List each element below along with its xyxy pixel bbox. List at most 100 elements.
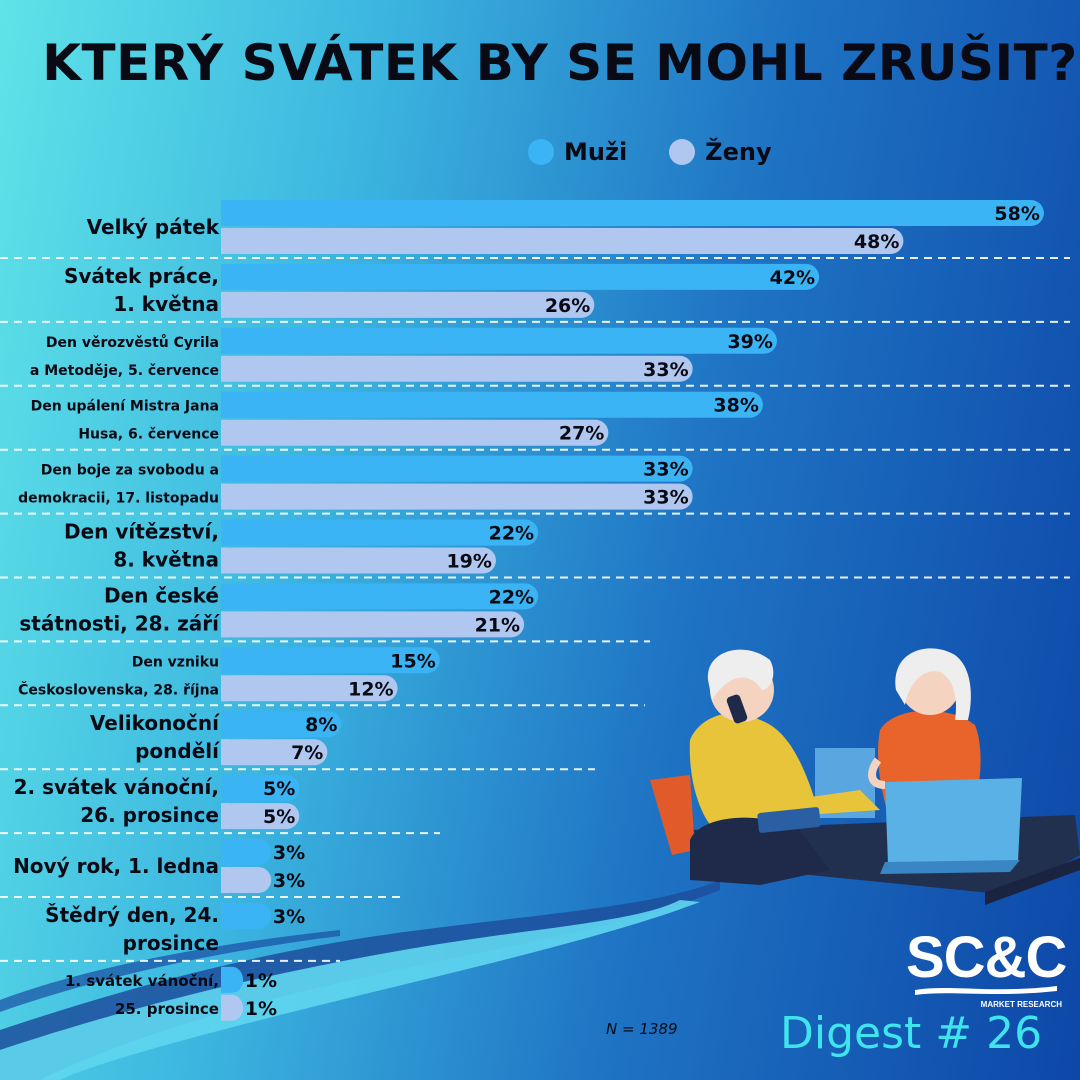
bar-left-edge	[221, 675, 231, 702]
category-label: a Metoděje, 5. července	[30, 363, 219, 379]
value-label: 38%	[713, 395, 758, 417]
bar-women	[221, 419, 609, 446]
value-label: 42%	[770, 267, 815, 289]
bar-left-edge	[221, 839, 231, 865]
bar-left-edge	[221, 739, 231, 766]
bar-left-edge	[221, 200, 231, 226]
brand-logo: SC&C MARKET RESEARCH	[906, 925, 1067, 1010]
bar-left-edge	[221, 263, 231, 290]
brand-logo-text: SC&C	[906, 925, 1067, 990]
category-label: 2. svátek vánoční,	[14, 775, 219, 799]
value-label: 58%	[994, 203, 1039, 225]
category-label: prosince	[123, 931, 219, 955]
bar-left-edge	[221, 455, 231, 482]
category-label: Velikonoční	[90, 711, 220, 735]
bar-left-edge	[221, 483, 231, 510]
category-label: Československa, 28. října	[18, 680, 219, 698]
legend-item-men: Muži	[528, 138, 627, 166]
bar-men	[221, 200, 1044, 226]
bar-men	[221, 583, 539, 610]
value-label: 33%	[643, 359, 688, 381]
bar-left-edge	[221, 547, 231, 574]
bar-men	[221, 839, 272, 865]
value-label: 19%	[446, 551, 491, 573]
bar-men	[221, 327, 777, 354]
bar-women	[221, 739, 328, 766]
bar-left-edge	[221, 803, 231, 830]
logo-swoosh-icon	[915, 986, 1057, 995]
bar-women	[221, 483, 693, 510]
bar-men	[221, 263, 820, 290]
bar-left-edge	[221, 647, 231, 674]
legend-dot-women	[669, 139, 696, 165]
value-label: 1%	[245, 998, 277, 1020]
category-label: Nový rok, 1. ledna	[13, 854, 219, 878]
category-label: demokracii, 17. listopadu	[18, 491, 219, 507]
value-label: 3%	[273, 906, 305, 928]
bar-men	[221, 455, 693, 482]
category-label: 8. května	[113, 548, 219, 572]
category-label: Den boje za svobodu a	[41, 463, 219, 479]
bar-left-edge	[221, 611, 231, 638]
value-label: 22%	[489, 586, 534, 608]
value-label: 21%	[475, 614, 520, 636]
sample-size: N = 1389	[606, 1020, 678, 1038]
value-label: 3%	[273, 870, 305, 892]
category-label: Husa, 6. července	[78, 427, 219, 443]
category-label: Velký pátek	[87, 215, 220, 239]
bar-women	[221, 803, 300, 830]
bar-left-edge	[221, 419, 231, 446]
bar-men	[221, 902, 272, 929]
value-label: 26%	[545, 295, 590, 317]
bar-women	[221, 867, 272, 893]
bar-men	[221, 711, 342, 738]
value-label: 27%	[559, 423, 604, 445]
bar-men	[221, 391, 763, 418]
value-label: 8%	[305, 714, 337, 736]
category-label: pondělí	[135, 739, 220, 763]
bar-women	[221, 675, 398, 702]
legend-label-men: Muži	[564, 138, 628, 166]
category-label: 25. prosince	[115, 1000, 219, 1018]
bar-women	[221, 547, 496, 574]
chart-legend: Muži Ženy	[528, 138, 814, 166]
legend-label-women: Ženy	[705, 138, 772, 166]
legend-dot-men	[528, 139, 554, 165]
bar-men	[221, 519, 539, 546]
bar-left-edge	[221, 391, 231, 418]
value-label: 7%	[291, 742, 323, 764]
category-label: 26. prosince	[80, 803, 219, 827]
category-label: Den vzniku	[132, 654, 219, 670]
category-label: státnosti, 28. září	[19, 611, 220, 635]
bar-left-edge	[221, 711, 231, 738]
bar-left-edge	[221, 327, 231, 354]
bar-women	[221, 611, 525, 638]
bar-left-edge	[221, 902, 231, 929]
value-label: 22%	[489, 523, 534, 545]
category-label: Den české	[104, 583, 219, 607]
bar-left-edge	[221, 966, 231, 993]
value-label: 39%	[727, 331, 772, 353]
value-label: 48%	[854, 231, 899, 253]
value-label: 3%	[273, 842, 305, 864]
bar-left-edge	[221, 519, 231, 546]
brand-logo-subtitle: MARKET RESEARCH	[980, 1000, 1062, 1009]
value-label: 15%	[390, 650, 435, 672]
bar-women	[221, 228, 904, 254]
bar-men	[221, 775, 300, 802]
digest-number: Digest # 26	[780, 1008, 1043, 1059]
bar-left-edge	[221, 583, 231, 610]
value-label: 1%	[245, 970, 277, 992]
legend-item-women: Ženy	[669, 138, 772, 166]
bar-women	[221, 355, 693, 382]
bar-left-edge	[221, 291, 231, 318]
category-label: Štědrý den, 24.	[45, 903, 219, 927]
category-label: Den upálení Mistra Jana	[31, 399, 219, 415]
bar-women	[221, 291, 595, 318]
category-label: 1. svátek vánoční,	[65, 972, 219, 990]
value-label: 12%	[348, 678, 393, 700]
